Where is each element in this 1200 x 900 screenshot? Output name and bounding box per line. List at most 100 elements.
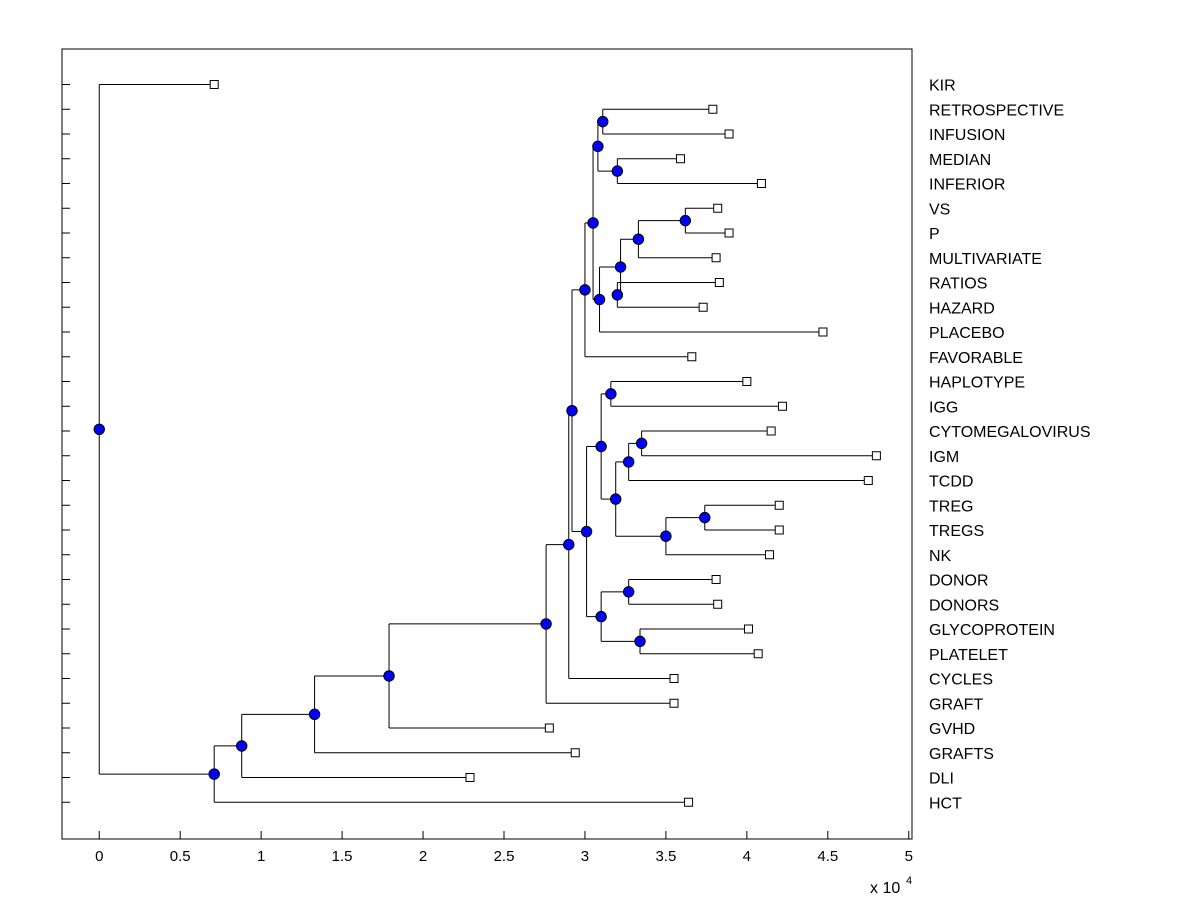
- internal-node-marker: [563, 538, 575, 551]
- leaf-marker: [753, 649, 763, 659]
- x-tick-label: 3: [581, 848, 589, 865]
- leaf-label: FAVORABLE: [929, 350, 1023, 367]
- internal-node-marker: [93, 423, 105, 435]
- internal-node-marker: [580, 525, 593, 538]
- x-tick-label: 4: [743, 848, 751, 865]
- internal-node-marker: [595, 610, 607, 623]
- leaf-marker: [465, 773, 475, 782]
- x-tick-label: 2: [419, 848, 427, 865]
- leaf-label: HAPLOTYPE: [929, 375, 1025, 392]
- leaf-label: INFUSION: [929, 127, 1005, 144]
- leaf-label: CYCLES: [929, 672, 993, 689]
- leaf-marker: [713, 203, 723, 213]
- x-tick-label: 4.5: [817, 848, 838, 865]
- leaf-label: P: [929, 226, 940, 243]
- leaf-label: GRAFT: [929, 696, 983, 713]
- leaf-label: NK: [929, 548, 952, 565]
- leaf-label: GVHD: [929, 721, 975, 738]
- x-tick-label: 0: [95, 848, 103, 865]
- internal-node-marker: [236, 740, 248, 752]
- internal-node-marker: [611, 289, 624, 301]
- x-tick-label: 0.5: [170, 848, 191, 865]
- y-ticks: [62, 84, 70, 803]
- leaf-marker: [687, 352, 697, 362]
- leaf-marker: [765, 550, 775, 560]
- internal-node-marker: [592, 140, 604, 153]
- leaf-label: IGG: [929, 399, 958, 416]
- leaf-marker: [742, 377, 752, 386]
- leaf-marker: [863, 476, 873, 485]
- x-tick-label: 5: [905, 848, 913, 865]
- leaf-marker: [698, 302, 708, 312]
- x-tick-label: 1: [257, 848, 265, 865]
- internal-node-marker: [622, 456, 635, 468]
- leaf-label: PLATELET: [929, 647, 1008, 664]
- leaf-marker: [669, 698, 679, 708]
- leaf-label: PLACEBO: [929, 325, 1005, 342]
- internal-node-marker: [605, 388, 617, 400]
- internal-node-marker: [610, 493, 622, 505]
- leaf-label: IGM: [929, 449, 959, 466]
- leaf-label: HAZARD: [929, 300, 995, 317]
- leaf-markers: [209, 80, 881, 807]
- internal-node-marker: [632, 233, 645, 245]
- internal-node-marker: [597, 115, 609, 128]
- internal-node-marker: [635, 437, 648, 450]
- leaf-marker: [713, 599, 723, 609]
- leaf-marker: [724, 129, 734, 139]
- leaf-label: DONORS: [929, 597, 999, 614]
- leaf-marker: [756, 179, 766, 188]
- leaf-marker: [708, 104, 718, 114]
- internal-node-marker: [208, 768, 220, 780]
- leaf-marker: [544, 723, 554, 733]
- internal-node-marker: [699, 511, 711, 524]
- leaf-marker: [743, 624, 753, 634]
- leaf-label: HCT: [929, 795, 962, 812]
- leaf-label: RETROSPECTIVE: [929, 102, 1064, 119]
- internal-node-marker: [622, 586, 635, 598]
- leaf-marker: [871, 451, 881, 461]
- leaf-marker: [777, 401, 787, 411]
- leaf-label: GLYCOPROTEIN: [929, 622, 1055, 639]
- internal-node-marker: [614, 261, 627, 273]
- leaf-label: DONOR: [929, 573, 989, 590]
- leaf-label: RATIOS: [929, 276, 987, 293]
- x-tick-label: 3.5: [655, 848, 676, 865]
- dendrogram-links: [98, 84, 877, 803]
- leaf-label: INFERIOR: [929, 177, 1005, 194]
- internal-nodes: [93, 115, 711, 780]
- x-axis: 0 0.5 1 1.5 2 2.5 3 3.5 4 4.5 5: [95, 831, 913, 865]
- leaf-label: VS: [929, 201, 950, 218]
- leaf-marker: [675, 154, 685, 164]
- leaf-marker: [669, 674, 679, 683]
- internal-node-marker: [566, 404, 578, 417]
- leaf-marker: [766, 426, 776, 436]
- internal-node-marker: [595, 440, 607, 453]
- leaf-marker: [209, 80, 219, 89]
- internal-node-marker: [679, 214, 692, 227]
- leaf-label: MEDIAN: [929, 152, 991, 169]
- leaf-marker: [711, 253, 721, 263]
- leaf-marker: [774, 500, 784, 510]
- leaf-label: TREG: [929, 498, 973, 515]
- leaf-marker: [774, 525, 784, 535]
- leaf-label: TREGS: [929, 523, 984, 540]
- leaf-marker: [711, 575, 721, 584]
- leaf-label: KIR: [929, 78, 956, 95]
- leaf-label: CYTOMEGALOVIRUS: [929, 424, 1091, 441]
- internal-node-marker: [634, 635, 646, 648]
- leaf-label: DLI: [929, 771, 954, 788]
- x-multiplier-exponent: 4: [906, 875, 912, 887]
- leaf-marker: [724, 228, 734, 238]
- leaf-marker: [570, 748, 580, 758]
- x-tick-label: 2.5: [494, 848, 515, 865]
- internal-node-marker: [611, 165, 624, 177]
- x-multiplier-label: x 10: [870, 880, 900, 897]
- leaf-labels: KIR RETROSPECTIVE INFUSION MEDIAN INFERIOR VS…: [929, 78, 1091, 813]
- internal-node-marker: [587, 217, 599, 229]
- internal-node-marker: [383, 670, 395, 682]
- leaf-label: GRAFTS: [929, 746, 994, 763]
- internal-node-marker: [540, 618, 552, 630]
- internal-node-marker: [308, 708, 321, 721]
